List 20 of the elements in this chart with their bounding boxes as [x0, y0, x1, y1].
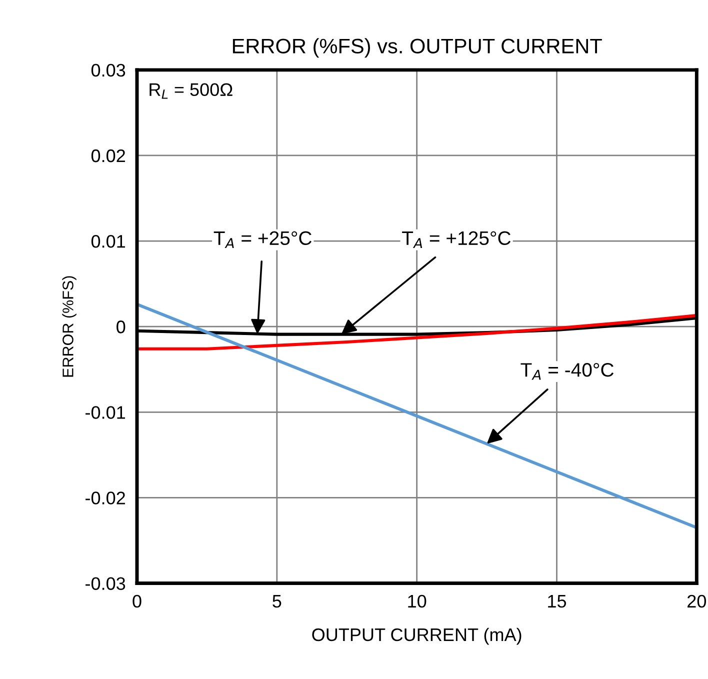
- annotation: T$_{A}$ = -40°C: [520, 363, 614, 380]
- y-tick-label: 0.03: [91, 64, 126, 77]
- y-tick-label: -0.01: [86, 406, 126, 419]
- y-tick-label: -0.02: [86, 492, 125, 504]
- annotation: R$_{L}$ = 500Ω: [150, 83, 232, 99]
- annotation: T$_{A}$ = +125°C: [402, 231, 511, 248]
- chart-title: ERROR (%FS) vs. OUTPUT CURRENT: [232, 38, 602, 58]
- line-series: [137, 314, 697, 350]
- y-tick-label: 0: [116, 320, 126, 334]
- x-tick-label: 10: [408, 594, 426, 608]
- x-tick-label: 5: [272, 595, 282, 608]
- y-axis-title: ERROR (%FS): [62, 276, 76, 377]
- x-axis-title: OUTPUT CURRENT (mA): [312, 628, 522, 645]
- y-tick-label: 0.02: [91, 149, 125, 162]
- x-tick-label: 20: [688, 594, 706, 608]
- x-tick-label: 0: [132, 594, 142, 608]
- y-tick-label: 0.01: [91, 234, 126, 248]
- annotation: T$_{A}$ = +25°C: [214, 231, 312, 248]
- x-tick-label: 15: [548, 595, 566, 608]
- y-tick-label: -0.03: [86, 577, 126, 590]
